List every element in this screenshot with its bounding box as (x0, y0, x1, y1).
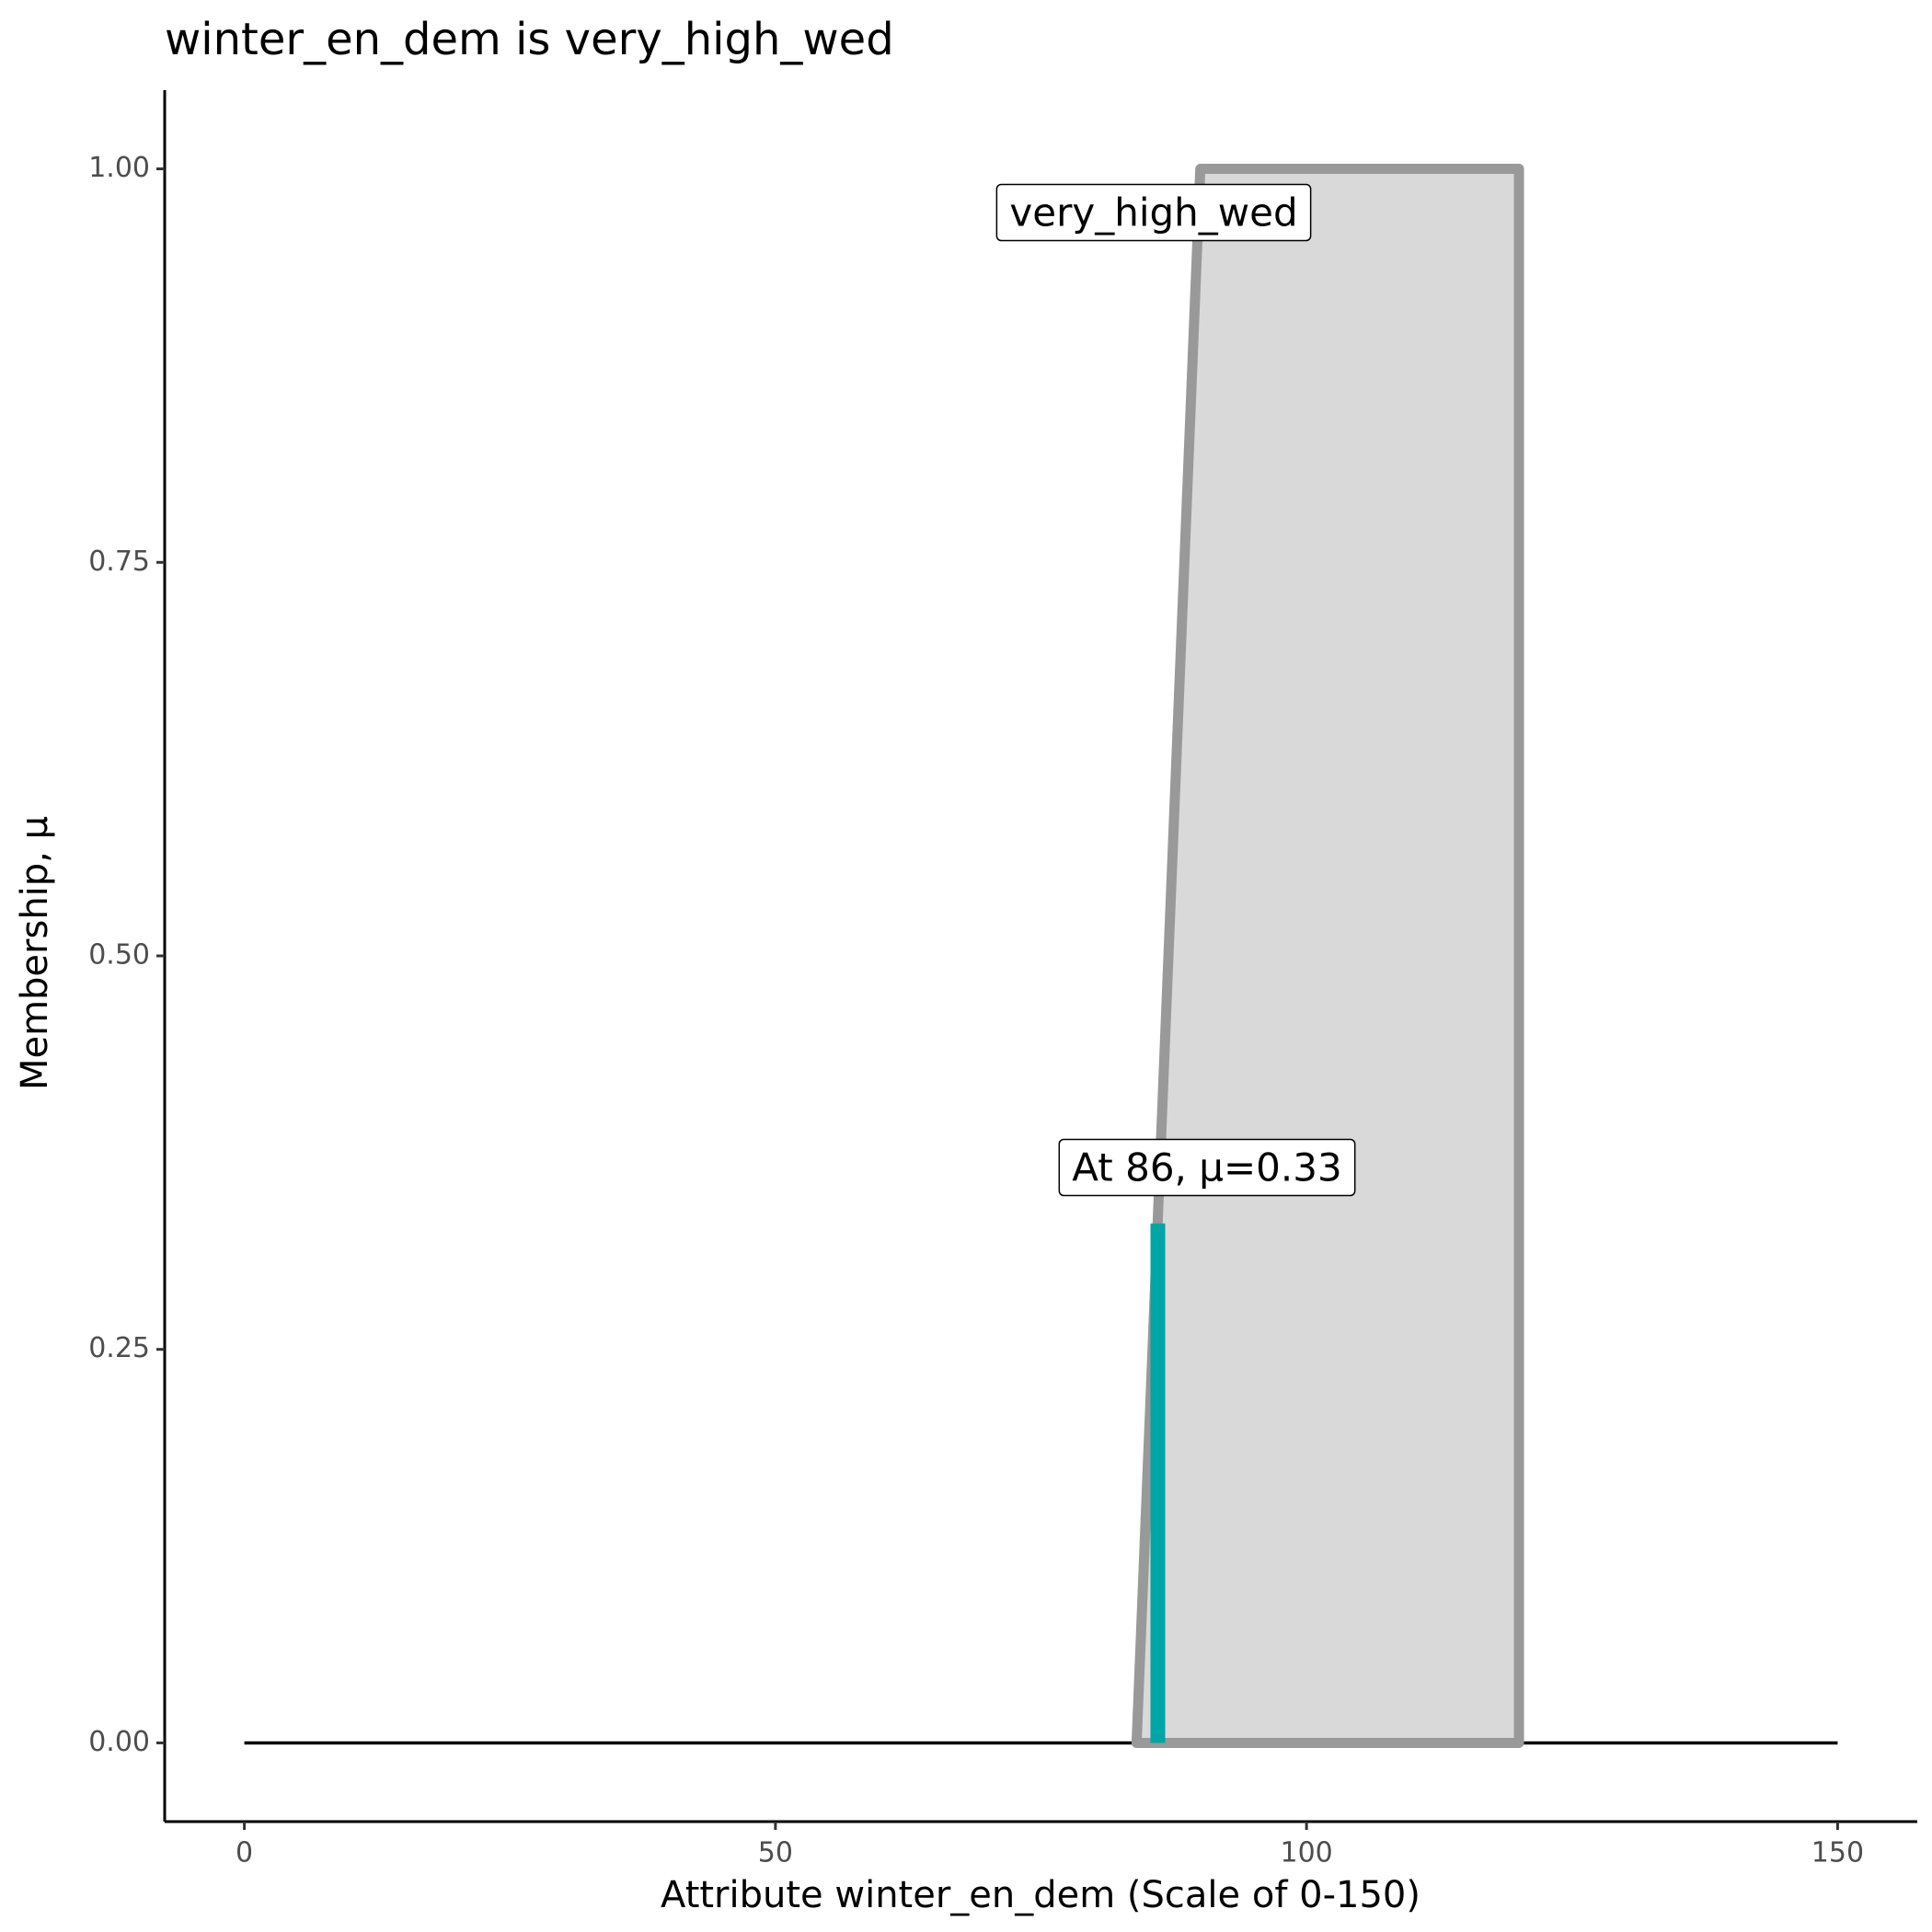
x-axis-title: Attribute winter_en_dem (Scale of 0-150) (661, 1874, 1420, 1916)
annotation: very_high_wed (1009, 190, 1297, 236)
y-axis-title: Membership, μ (14, 816, 56, 1090)
y-tick-label: 0.50 (88, 939, 150, 972)
y-tick-label: 0.75 (88, 546, 150, 578)
annotation: At 86, μ=0.33 (1072, 1145, 1341, 1190)
chart-title: winter_en_dem is very_high_wed (165, 14, 894, 65)
y-tick-label: 0.25 (88, 1332, 150, 1364)
annotation-box (1058, 1138, 1356, 1197)
membership-shape (1131, 164, 1524, 1748)
x-tick-label: 0 (236, 1837, 253, 1869)
y-tick-label: 1.00 (88, 152, 150, 184)
y-tick-label: 0.00 (88, 1726, 150, 1758)
x-tick-label: 100 (1281, 1837, 1333, 1869)
x-tick-label: 150 (1811, 1837, 1864, 1869)
annotation-box (995, 183, 1312, 242)
x-tick-label: 50 (758, 1837, 793, 1869)
